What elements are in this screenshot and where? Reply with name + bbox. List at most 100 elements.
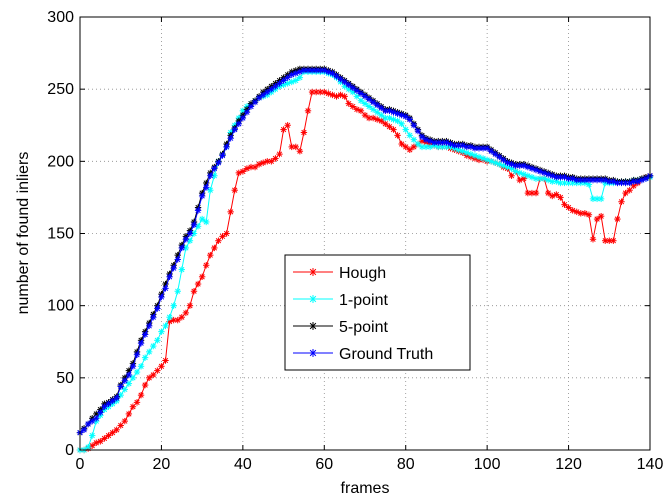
data-point-1-point <box>378 111 385 119</box>
data-point-1-point <box>207 187 214 194</box>
data-point-ground-truth <box>231 126 238 133</box>
data-point-ground-truth <box>211 165 218 172</box>
data-point-ground-truth <box>451 142 458 149</box>
x-tick-label: 100 <box>474 456 501 473</box>
legend-marker <box>309 268 317 276</box>
data-point-ground-truth <box>264 88 271 96</box>
series-ground-truth <box>76 67 654 436</box>
x-tick-label: 80 <box>397 456 415 473</box>
data-point-hough <box>207 251 214 259</box>
data-point-hough <box>105 432 112 439</box>
x-tick-label: 140 <box>637 456 664 473</box>
data-point-ground-truth <box>235 120 242 128</box>
axis-ticks <box>79 16 651 451</box>
legend-label: 5-point <box>339 319 388 336</box>
data-point-1-point <box>158 328 165 335</box>
y-tick-label: 300 <box>47 9 74 26</box>
data-point-ground-truth <box>317 67 324 74</box>
legend-label: 1-point <box>339 292 388 309</box>
data-point-ground-truth <box>618 179 625 187</box>
data-point-hough <box>520 175 527 182</box>
x-tick-label: 0 <box>76 456 85 473</box>
data-point-hough <box>190 288 198 295</box>
data-point-hough <box>597 212 605 220</box>
data-point-1-point <box>597 195 605 203</box>
y-tick-label: 200 <box>47 153 74 170</box>
data-point-1-point <box>369 106 377 113</box>
legend-marker <box>309 322 317 330</box>
data-point-ground-truth <box>150 314 157 321</box>
data-point-ground-truth <box>227 135 234 142</box>
y-tick-label: 100 <box>47 298 74 315</box>
data-point-ground-truth <box>129 363 137 370</box>
data-point-1-point <box>296 74 304 81</box>
data-point-ground-truth <box>174 256 181 263</box>
data-point-1-point <box>536 175 544 182</box>
data-point-ground-truth <box>260 91 267 99</box>
data-point-1-point <box>203 218 210 226</box>
data-point-1-point <box>166 314 173 321</box>
legend: Hough 1-point 5-point Ground Truth <box>284 254 471 371</box>
data-point-ground-truth <box>255 94 263 102</box>
data-point-hough <box>386 123 393 130</box>
data-point-ground-truth <box>365 96 373 103</box>
data-point-hough <box>264 158 271 165</box>
data-point-1-point <box>394 117 401 125</box>
data-point-ground-truth <box>182 236 190 243</box>
data-point-hough <box>304 107 312 115</box>
data-point-ground-truth <box>109 397 116 405</box>
data-point-ground-truth <box>97 409 104 416</box>
data-point-ground-truth <box>642 175 650 182</box>
y-tick-label: 250 <box>47 81 74 98</box>
data-point-1-point <box>154 337 161 344</box>
data-point-1-point <box>459 148 466 155</box>
data-point-1-point <box>178 266 185 273</box>
data-point-hough <box>97 438 104 445</box>
data-point-hough <box>113 426 120 433</box>
data-point-1-point <box>190 230 198 237</box>
data-point-1-point <box>593 195 601 203</box>
data-point-ground-truth <box>162 285 169 292</box>
legend-marker <box>309 295 317 303</box>
data-point-hough <box>117 422 124 429</box>
data-point-hough <box>341 93 348 100</box>
data-point-ground-truth <box>247 103 255 110</box>
data-point-ground-truth <box>121 377 128 384</box>
data-point-ground-truth <box>113 394 120 402</box>
data-point-1-point <box>406 132 413 139</box>
data-point-ground-truth <box>166 273 173 280</box>
y-tick-labels: 0 50 100 150 200 250 300 <box>47 9 74 459</box>
data-point-ground-truth <box>496 153 503 161</box>
data-point-ground-truth <box>215 159 222 166</box>
data-point-hough <box>154 367 161 374</box>
data-point-1-point <box>129 374 137 382</box>
data-point-ground-truth <box>117 383 124 390</box>
data-point-ground-truth <box>410 122 418 129</box>
data-point-ground-truth <box>146 322 153 330</box>
data-point-ground-truth <box>89 417 96 425</box>
data-point-ground-truth <box>223 143 230 151</box>
data-point-hough <box>394 132 401 139</box>
data-point-1-point <box>89 432 96 439</box>
data-point-hough <box>532 189 540 197</box>
data-point-ground-truth <box>333 72 340 80</box>
x-tick-label: 20 <box>153 456 171 473</box>
data-point-hough <box>410 143 418 151</box>
data-point-hough <box>345 100 352 107</box>
legend-item-1-point: 1-point <box>293 292 388 309</box>
legend-label: Ground Truth <box>339 346 433 363</box>
data-point-ground-truth <box>300 67 308 74</box>
data-point-1-point <box>182 244 190 252</box>
data-point-1-point <box>141 354 149 361</box>
data-point-hough <box>390 126 397 133</box>
data-point-1-point <box>292 77 299 84</box>
data-point-hough <box>508 172 515 179</box>
data-point-1-point <box>410 136 418 143</box>
data-point-ground-truth <box>386 107 393 115</box>
data-point-ground-truth <box>207 172 214 179</box>
data-point-ground-truth <box>194 207 202 214</box>
data-point-hough <box>280 126 287 133</box>
y-tick-label: 150 <box>47 226 74 243</box>
data-point-hough <box>150 371 157 379</box>
